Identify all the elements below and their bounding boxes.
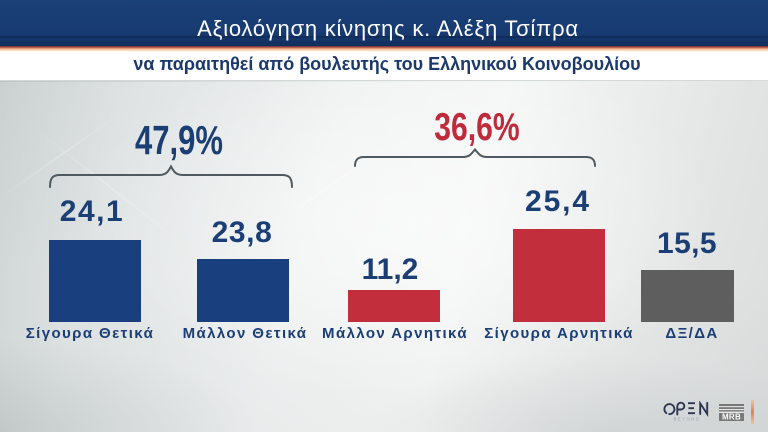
- svg-text:MRB: MRB: [722, 412, 741, 421]
- svg-text:BEYOND: BEYOND: [674, 417, 701, 422]
